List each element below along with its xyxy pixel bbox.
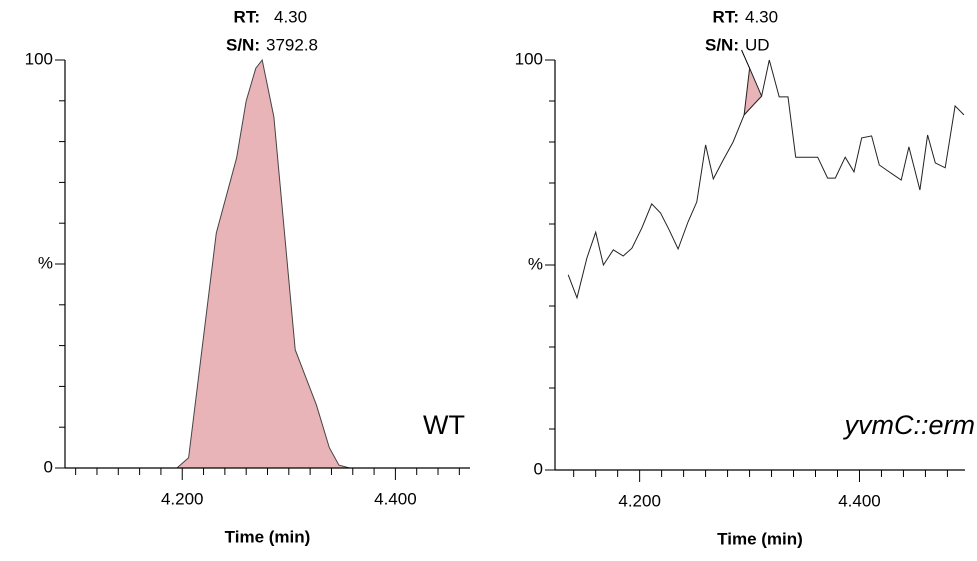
rt-value: 4.30 [274,7,307,26]
x-tick-label: 4.400 [374,489,417,508]
rt-value: 4.30 [745,7,778,26]
y-tick-label: 100 [515,49,543,68]
rt-label: RT: [234,7,260,26]
trace-line [567,59,965,300]
x-axis-label: Time (min) [225,527,311,546]
peak-area [743,66,763,117]
sn-label: S/N: [705,35,739,54]
rt-label: RT: [713,7,739,26]
x-tick-label: 4.200 [618,491,661,510]
y-tick-label: 0 [44,457,53,476]
sn-value: 3792.8 [266,35,318,54]
sample-label: yvmC::erm [843,410,976,440]
x-tick-label: 4.400 [838,491,881,510]
y-tick-label: % [38,253,53,272]
sn-value: UD [745,35,770,54]
sn-label: S/N: [226,35,260,54]
peak-area [65,58,470,469]
y-tick-label: % [528,254,543,273]
leader-line [741,49,751,69]
y-tick-label: 0 [534,459,543,478]
y-tick-label: 100 [25,49,53,68]
sample-label: WT [423,410,465,440]
x-tick-label: 4.200 [161,489,204,508]
x-axis-label: Time (min) [717,529,803,548]
